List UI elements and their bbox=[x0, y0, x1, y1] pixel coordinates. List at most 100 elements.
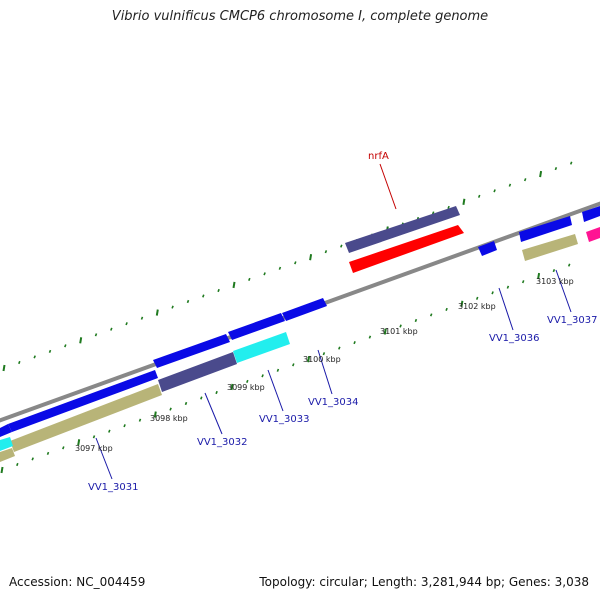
outer-tick bbox=[477, 194, 481, 198]
outer-tick-track bbox=[2, 161, 573, 372]
outer-tick bbox=[294, 261, 297, 265]
outer-tick bbox=[202, 294, 205, 298]
leader-vv1-3037 bbox=[555, 269, 572, 313]
outer-tick bbox=[539, 170, 543, 178]
leader-vv1-3034 bbox=[317, 349, 333, 395]
inner-tick bbox=[123, 424, 126, 428]
inner-tick bbox=[92, 435, 96, 439]
inner-tick bbox=[552, 269, 556, 273]
inner-tick bbox=[62, 446, 65, 450]
gene-label-vv1-3032[interactable]: VV1_3032 bbox=[197, 437, 248, 448]
gene-left-forward[interactable] bbox=[0, 424, 12, 437]
gene-vv1-3032-reverse[interactable] bbox=[158, 352, 237, 392]
outer-tick bbox=[232, 281, 236, 289]
inner-tick bbox=[506, 285, 510, 289]
gene-left-cyan[interactable] bbox=[0, 437, 13, 451]
gene-vv1-3036-reverse[interactable] bbox=[522, 234, 578, 261]
inner-tick bbox=[445, 307, 448, 311]
gene-vv1-3033-reverse[interactable] bbox=[233, 332, 290, 363]
outer-tick bbox=[186, 299, 190, 304]
inner-tick bbox=[261, 374, 264, 378]
outer-tick bbox=[171, 305, 174, 309]
inner-tick bbox=[138, 418, 142, 422]
gene-vv1-3037-forward[interactable] bbox=[582, 206, 600, 222]
gene-vv1-3037-reverse[interactable] bbox=[586, 227, 600, 242]
inner-tick bbox=[491, 291, 494, 295]
inner-tick bbox=[322, 352, 326, 356]
kbp-label-3101: 3101 kbp bbox=[380, 327, 418, 336]
outer-tick bbox=[155, 309, 159, 316]
inner-tick bbox=[200, 396, 203, 400]
gene-nrfA[interactable] bbox=[345, 206, 460, 253]
outer-tick bbox=[217, 288, 220, 293]
inner-tick bbox=[184, 401, 188, 406]
outer-tick bbox=[94, 333, 98, 337]
outer-tick bbox=[64, 344, 67, 348]
leader-vv1-3033 bbox=[267, 369, 284, 412]
gene-label-vv1-3037[interactable]: VV1_3037 bbox=[547, 315, 598, 326]
outer-tick bbox=[462, 198, 466, 205]
inner-tick bbox=[169, 407, 172, 411]
gene-vv1-3031-forward[interactable] bbox=[8, 370, 158, 432]
outer-tick bbox=[248, 277, 251, 281]
inner-tick bbox=[16, 462, 19, 467]
inner-tick bbox=[537, 272, 541, 280]
outer-tick bbox=[33, 355, 36, 359]
inner-tick bbox=[521, 280, 525, 284]
inner-tick bbox=[246, 379, 249, 383]
inner-tick-track bbox=[0, 263, 571, 474]
inner-tick bbox=[276, 368, 280, 372]
gene-vv1-3035-reverse[interactable] bbox=[478, 241, 497, 256]
outer-tick bbox=[278, 266, 282, 270]
outer-tick bbox=[2, 364, 6, 372]
inner-tick bbox=[429, 313, 433, 317]
outer-tick bbox=[48, 349, 52, 353]
gene-vv1-3033-forward[interactable] bbox=[228, 313, 285, 340]
gene-vv1-3034-forward[interactable] bbox=[282, 298, 327, 321]
kbp-label-3098: 3098 kbp bbox=[150, 414, 188, 423]
outer-tick bbox=[263, 272, 266, 276]
gene-label-nrfA[interactable]: nrfA bbox=[368, 151, 389, 162]
inner-tick bbox=[399, 324, 402, 328]
outer-tick bbox=[508, 183, 512, 187]
inner-tick bbox=[0, 466, 4, 474]
inner-tick bbox=[46, 451, 50, 455]
gene-label-vv1-3036[interactable]: VV1_3036 bbox=[489, 333, 540, 344]
leader-vv1-3031 bbox=[95, 437, 113, 480]
leader-vv1-3032 bbox=[204, 392, 223, 435]
gene-nrfA-reverse[interactable] bbox=[349, 225, 464, 273]
outer-tick bbox=[125, 322, 128, 326]
inner-tick bbox=[307, 356, 311, 363]
genome-stats-text: Topology: circular; Length: 3,281,944 bp… bbox=[259, 575, 589, 589]
map-title: Vibrio vulnificus CMCP6 chromosome I, co… bbox=[111, 9, 489, 24]
gene-left-khaki[interactable] bbox=[0, 448, 15, 462]
inner-tick bbox=[383, 328, 387, 335]
leader-vv1-3036 bbox=[498, 287, 514, 331]
gene-label-vv1-3031[interactable]: VV1_3031 bbox=[88, 482, 139, 493]
inner-tick bbox=[292, 363, 295, 367]
outer-tick bbox=[140, 316, 144, 320]
inner-tick bbox=[230, 383, 234, 391]
gene-vv1-3032-forward[interactable] bbox=[153, 334, 230, 368]
inner-tick bbox=[215, 390, 218, 395]
inner-tick bbox=[368, 335, 372, 339]
kbp-label-3099: 3099 kbp bbox=[227, 383, 265, 392]
outer-tick bbox=[309, 254, 313, 261]
inner-tick bbox=[475, 296, 479, 300]
inner-tick bbox=[108, 429, 111, 433]
outer-tick bbox=[447, 205, 450, 209]
gene-label-vv1-3033[interactable]: VV1_3033 bbox=[259, 414, 310, 425]
outer-tick bbox=[110, 327, 113, 331]
outer-tick bbox=[18, 360, 21, 365]
outer-tick bbox=[569, 161, 573, 165]
inner-tick bbox=[77, 439, 81, 446]
gene-label-vv1-3034[interactable]: VV1_3034 bbox=[308, 397, 359, 408]
inner-tick bbox=[31, 457, 34, 461]
outer-tick bbox=[340, 244, 343, 248]
gene-vv1-3031-reverse[interactable] bbox=[10, 384, 162, 452]
kbp-label-3103: 3103 kbp bbox=[536, 277, 574, 286]
accession-text: Accession: NC_004459 bbox=[9, 575, 146, 589]
inner-tick bbox=[414, 318, 418, 323]
gene-vv1-3036-forward[interactable] bbox=[519, 216, 572, 242]
